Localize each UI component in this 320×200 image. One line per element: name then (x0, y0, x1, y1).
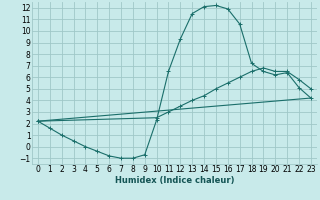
X-axis label: Humidex (Indice chaleur): Humidex (Indice chaleur) (115, 176, 234, 185)
